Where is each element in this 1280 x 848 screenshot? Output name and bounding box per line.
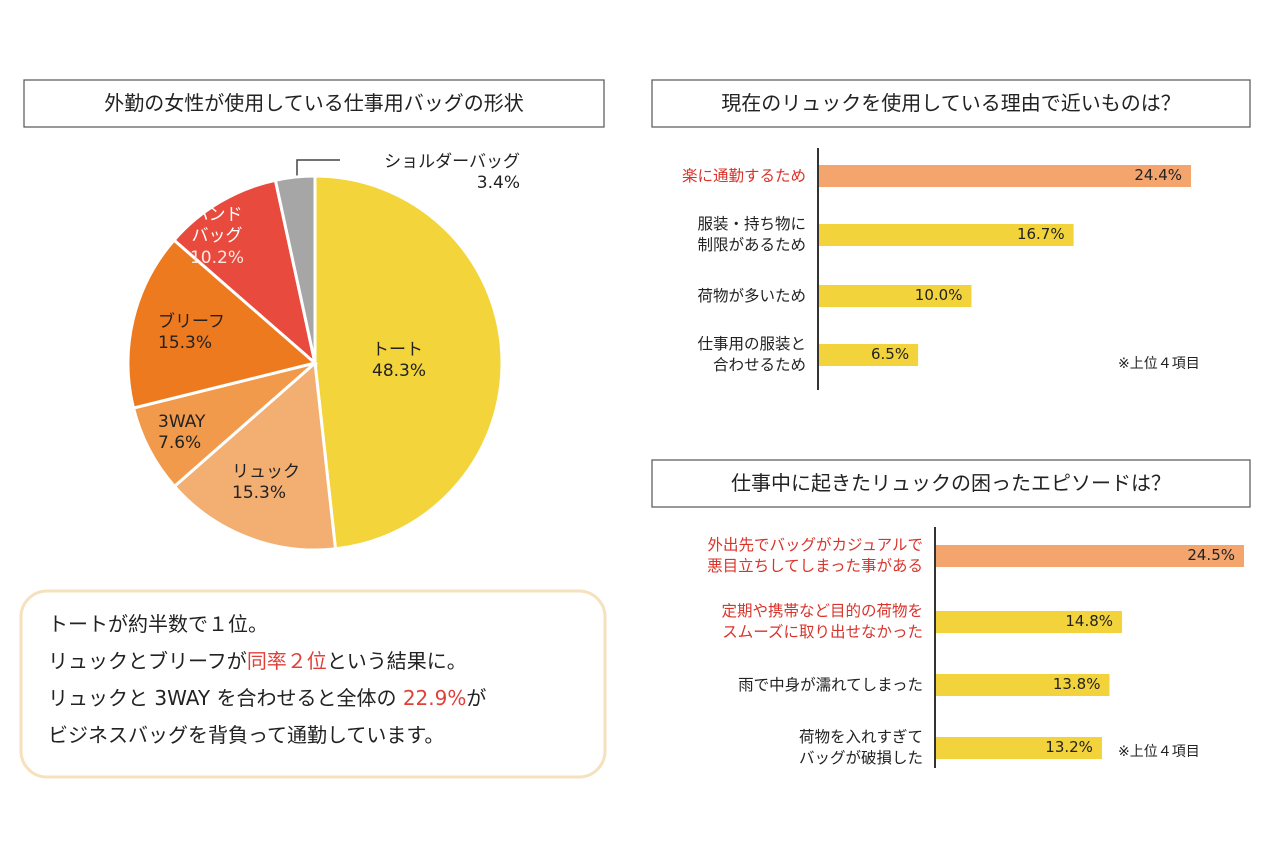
chart-title: 仕事中に起きたリュックの困ったエピソードは？ [731,471,1171,495]
value-label: 15.3% [158,333,213,354]
value-label: 24.4% [1134,166,1182,184]
chart-title: 現在のリュックを使用している理由で近いものは？ [721,91,1181,115]
value-label: 13.8% [1052,675,1101,693]
summary-text: リュックと 3WAY を合わせると全体の [48,686,403,710]
bar [936,737,1102,759]
category-label: ブリーフ [158,312,225,332]
pie-slice [273,174,317,364]
summary-text: ビジネスバッグを背負って通勤しています。 [48,723,445,747]
category-label: 荷物が多いため [697,286,806,305]
summary-text: という結果に。 [326,649,467,673]
summary-text: 22.9% [402,686,467,710]
summary-line: リュックと 3WAY を合わせると全体の 22.9%が [48,686,486,711]
title-box [23,79,605,128]
summary-text: が [466,686,487,710]
bar [819,344,919,366]
pie-slice [126,237,319,410]
summary-box [19,589,607,779]
category-label: 外出先でバッグがカジュアルで 悪目立ちしてしまった事がある [707,536,923,575]
category-label: トート [372,340,423,360]
title-box [651,459,1251,508]
pie-label: リュック 15.3% [232,462,342,505]
pie-label: ハンド バッグ 10.2% [162,205,272,269]
category-label: ショルダーバッグ [384,152,520,172]
summary-line: リュックとブリーフが同率２位という結果に。 [48,649,467,674]
value-label: 7.6% [158,433,202,454]
bar [936,674,1110,696]
category-label: 仕事用の服装と 合わせるため [697,335,806,374]
value-label: 13.2% [1045,738,1093,756]
pie-slice [172,359,338,552]
value-label: 48.3% [372,361,427,382]
note: ※上位４項目 [1118,744,1200,760]
value-label: 10.2% [189,247,244,268]
summary-line: トートが約半数で１位。 [48,612,268,637]
value-label: 3.4% [476,173,520,194]
value-label: 6.5% [870,345,910,363]
category-label: 服装・持ち物に 制限があるため [697,215,806,254]
bar [819,165,1191,187]
category-label: ハンド バッグ [191,205,243,247]
value-label: 10.0% [914,286,963,304]
summary-line: ビジネスバッグを背負って通勤しています。 [48,723,444,748]
summary-text: リュックとブリーフが [48,649,247,673]
bar [819,224,1074,246]
value-label: 16.7% [1016,225,1065,243]
bar [936,545,1244,567]
note: ※上位４項目 [1118,356,1200,372]
pie-slice [171,178,318,368]
pie-label: ブリーフ 15.3% [158,312,268,355]
chart-title: 外勤の女性が使用している仕事用バッグの形状 [104,91,524,115]
category-label: 定期や携帯など目的の荷物を スムーズに取り出せなかった [721,602,923,641]
value-label: 15.3% [232,483,287,504]
value-label: 14.8% [1065,612,1114,630]
pie-label: 3WAY 7.6% [158,412,268,455]
summary-text: 同率２位 [246,649,327,673]
pie-label: トート 48.3% [372,340,482,383]
category-label: 荷物を入れすぎて バッグが破損した [798,728,923,767]
pie-label: ショルダーバッグ 3.4% [360,152,520,195]
bar [819,285,972,307]
value-label: 24.5% [1187,546,1235,564]
category-label: 雨で中身が濡れてしまった [738,675,923,694]
category-label: 楽に通勤するため [681,166,806,185]
category-label: リュック [232,462,300,482]
category-label: 3WAY [158,412,206,432]
title-box [651,79,1251,128]
pie-slice [313,174,504,551]
summary-text: トートが約半数で１位。 [48,612,268,636]
bar [936,611,1123,633]
